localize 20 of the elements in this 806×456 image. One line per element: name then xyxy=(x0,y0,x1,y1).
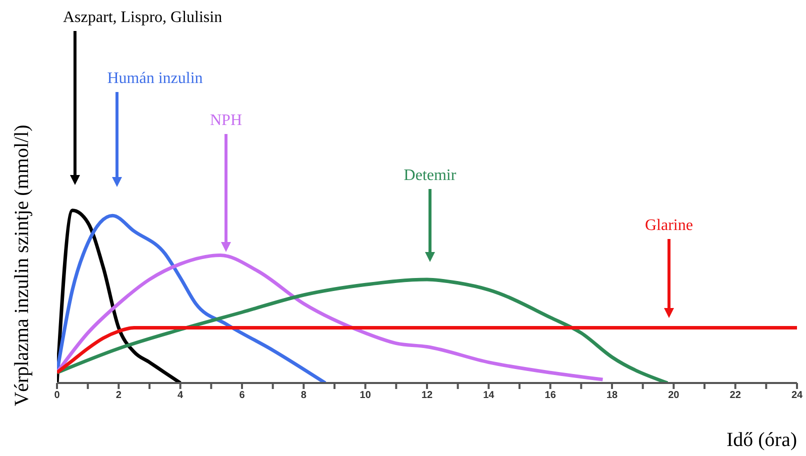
annotation: Glarine xyxy=(645,217,693,234)
x-tick-label: 8 xyxy=(300,390,307,402)
x-tick-label: 20 xyxy=(668,390,680,402)
y-axis-title: Vérplazma inzulin szintje (mmol/l) xyxy=(11,124,33,406)
x-tick-label: 2 xyxy=(116,390,122,402)
x-tick-label: 18 xyxy=(606,390,618,402)
x-tick-label: 14 xyxy=(483,390,495,402)
text: Aszpart, Lispro, Glulisin xyxy=(63,9,222,26)
x-tick-label: 10 xyxy=(360,390,372,402)
text: Detemir xyxy=(404,167,457,184)
x-tick-label: 24 xyxy=(791,390,803,402)
text: NPH xyxy=(210,112,242,129)
x-tick-label: 22 xyxy=(730,390,742,402)
x-tick-label: 4 xyxy=(178,390,184,402)
x-tick-label: 0 xyxy=(54,390,60,402)
text: Humán inzulin xyxy=(107,70,203,87)
x-tick-label: 12 xyxy=(421,390,433,402)
x-tick-label: 16 xyxy=(544,390,556,402)
x-tick-label: 6 xyxy=(239,390,246,402)
x-axis-title: Idő (óra) xyxy=(726,429,797,451)
